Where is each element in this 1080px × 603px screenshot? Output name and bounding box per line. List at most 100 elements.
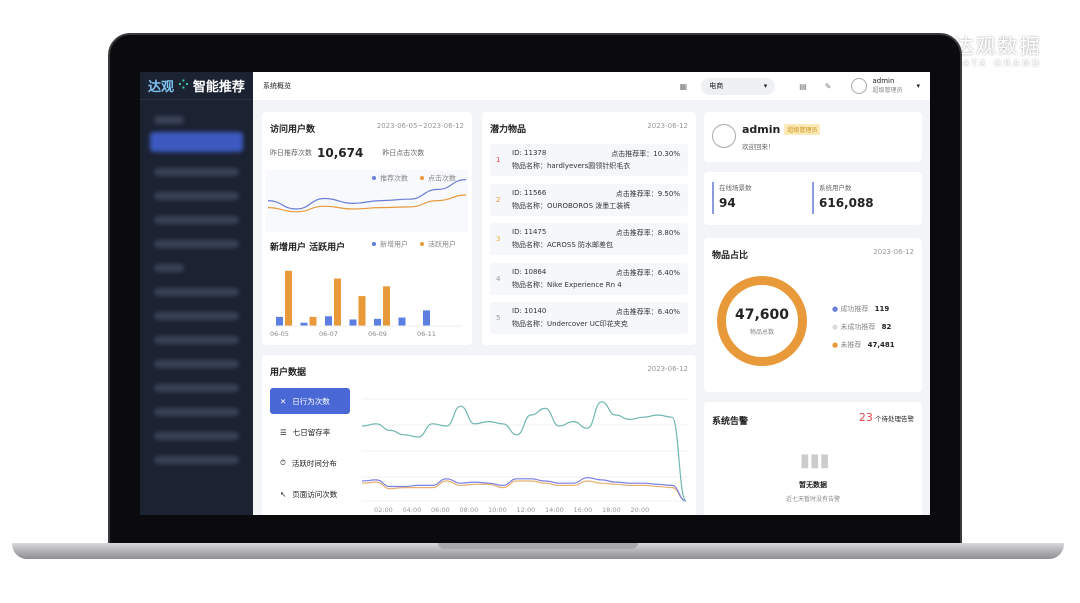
rank: 1: [496, 156, 501, 164]
legend-dot: [420, 242, 424, 246]
item-id: ID: 11378: [512, 149, 547, 157]
user-data-line-chart: 02:00 04:00 06:00 08:00 10:00 12:00 14:00 16:00…: [361, 398, 688, 514]
bar: [358, 296, 366, 326]
legend-dot: ●: [832, 341, 839, 349]
sidebar-item[interactable]: [154, 360, 239, 368]
document-icon[interactable]: ▤: [799, 81, 807, 91]
sidebar-item[interactable]: [154, 216, 239, 224]
series-line: [361, 480, 687, 502]
tab-active-time[interactable]: ⏱ 活跃时间分布: [280, 458, 337, 468]
series-line: [361, 477, 687, 502]
tick-label: 20:00: [631, 506, 650, 514]
stat-system-users: 系统用户数 616,088: [812, 182, 874, 214]
sidebar-item[interactable]: [154, 408, 239, 416]
sidebar-item[interactable]: [154, 312, 239, 320]
tick-label: 08:00: [460, 506, 479, 514]
series-line: [361, 401, 687, 502]
tab-daily-actions[interactable]: ✕ 日行为次数: [270, 388, 350, 414]
tab-page-visits[interactable]: ↖ 页面访问次数: [280, 489, 338, 499]
series-line: [267, 194, 467, 213]
item-id: ID: 10864: [512, 267, 547, 276]
tick-label: 06-07: [319, 330, 338, 338]
legend-item: ● 未推荐 47,481: [832, 341, 895, 349]
screen: 达观 ⁘ 智能推荐 系统概览 ▦ 电商 ▾ ▤ ✎ admin 超级管理员 ▾ 访问用户…: [140, 72, 930, 515]
tick-label: 06:00: [431, 506, 450, 514]
rank: 4: [496, 274, 501, 283]
sidebar-group: [154, 264, 184, 272]
potential-item[interactable]: 4 ID: 10864 点击推荐率：6.40% 物品名称：Nike Experienc…: [490, 262, 688, 295]
rank: 5: [496, 314, 501, 322]
legend-label: 新增用户: [380, 240, 408, 249]
role-badge: 超级管理员: [784, 124, 821, 135]
rank: 2: [496, 195, 501, 204]
tick-label: 16:00: [574, 506, 593, 514]
item-rate: 点击推荐率：9.50%: [615, 189, 680, 198]
bars-icon: ☰: [280, 427, 287, 437]
sidebar-item[interactable]: [154, 192, 239, 200]
caret-down-icon[interactable]: ▾: [916, 82, 920, 90]
series-line: [267, 179, 467, 210]
bar: [300, 322, 308, 326]
line-icon: ↖: [280, 489, 287, 499]
avatar: [712, 124, 736, 148]
sidebar-item[interactable]: [154, 384, 239, 392]
stat-online-scenes: 在线场景数 94: [712, 182, 752, 214]
item-name: 物品名称：ACROSS 防水邮差包: [512, 241, 614, 249]
sidebar-item-active[interactable]: [150, 132, 243, 152]
bar: [334, 278, 341, 326]
users-bar-chart: 新增用户 活跃用户 06-05 06-07 06-09 06-11: [270, 240, 462, 338]
bar: [423, 310, 430, 326]
user-menu[interactable]: admin 超级管理员: [872, 77, 903, 94]
item-name: 物品名称：Undercover UC印花夹克: [512, 320, 628, 328]
stopwatch-icon: ⏱: [280, 458, 286, 467]
bar: [285, 270, 292, 326]
potential-item[interactable]: 3 ID: 11475 点击推荐率：8.80% 物品名称：ACROSS 防水邮差包: [490, 223, 688, 255]
legend-dot: ●: [832, 323, 839, 331]
bar: [383, 286, 390, 326]
potential-item[interactable]: 5 ID: 10140 点击推荐率：6.40% 物品名称：Undercover UC印…: [490, 302, 688, 334]
tick-label: 18:00: [602, 506, 621, 514]
logo: 达观 ⁘ 智能推荐: [140, 72, 253, 100]
sidebar-item[interactable]: [154, 240, 239, 248]
profile-card: admin 超级管理员 欢迎回来！: [704, 112, 922, 162]
visit-card: 访问用户数 2023-06-05~2023-06-12 昨日推荐次数 10,67…: [262, 112, 472, 345]
grid-icon[interactable]: ▦: [679, 81, 688, 91]
bar: [309, 316, 317, 326]
item-rate: 点击推荐率：10.30%: [611, 150, 680, 158]
bar: [349, 319, 357, 326]
bar: [374, 318, 381, 326]
avatar[interactable]: [851, 78, 868, 94]
tick-label: 04:00: [403, 506, 422, 514]
sidebar-item[interactable]: [154, 336, 239, 344]
sidebar-item[interactable]: [154, 456, 239, 464]
item-name: 物品名称：hardlyevers圆领针织毛衣: [512, 162, 631, 170]
alarm-count: 23: [858, 411, 873, 424]
item-rate: 点击推荐率：6.40%: [615, 308, 680, 316]
tick-label: 14:00: [545, 506, 564, 514]
item-ratio-card: 物品占比 2023-06-12 47,600 物品总数 ● 成功推荐 119 ● …: [704, 238, 922, 392]
nodes-icon: ✕: [280, 396, 287, 406]
potential-item[interactable]: 1 ID: 11378 点击推荐率：10.30% 物品名称：hardlyevers圆领…: [490, 144, 688, 176]
visit-line-chart: 推荐次数 点击次数: [266, 170, 468, 232]
item-id: ID: 11475: [512, 228, 547, 236]
scene-select[interactable]: 电商 ▾: [701, 77, 776, 95]
donut-chart: 47,600 物品总数: [717, 276, 807, 366]
breadcrumb: 系统概览: [263, 82, 291, 90]
sidebar-item[interactable]: [154, 288, 239, 296]
item-rate: 点击推荐率：8.80%: [615, 229, 680, 237]
stats-card: 在线场景数 94 系统用户数 616,088: [704, 172, 922, 225]
tick-label: 02:00: [374, 506, 393, 514]
tab-retention[interactable]: ☰ 七日留存率: [280, 427, 331, 437]
header: 系统概览 ▦ 电商 ▾ ▤ ✎ admin 超级管理员 ▾: [253, 72, 930, 100]
legend-label: 推荐次数: [380, 174, 408, 183]
sidebar-item[interactable]: [154, 432, 239, 440]
tick-label: 06-05: [270, 330, 289, 338]
potential-item[interactable]: 2 ID: 11566 点击推荐率：9.50% 物品名称：OUROBOROS 泼墨工装…: [490, 183, 688, 216]
empty-icon: ▮▮▮: [800, 450, 830, 471]
legend-dot: [372, 242, 376, 246]
pen-icon[interactable]: ✎: [824, 81, 832, 91]
item-name: 物品名称：Nike Experience Rn 4: [512, 280, 622, 289]
sidebar: 达观 ⁘ 智能推荐: [140, 72, 253, 515]
sidebar-item[interactable]: [154, 168, 239, 176]
chevron-down-icon: ▾: [763, 82, 768, 90]
